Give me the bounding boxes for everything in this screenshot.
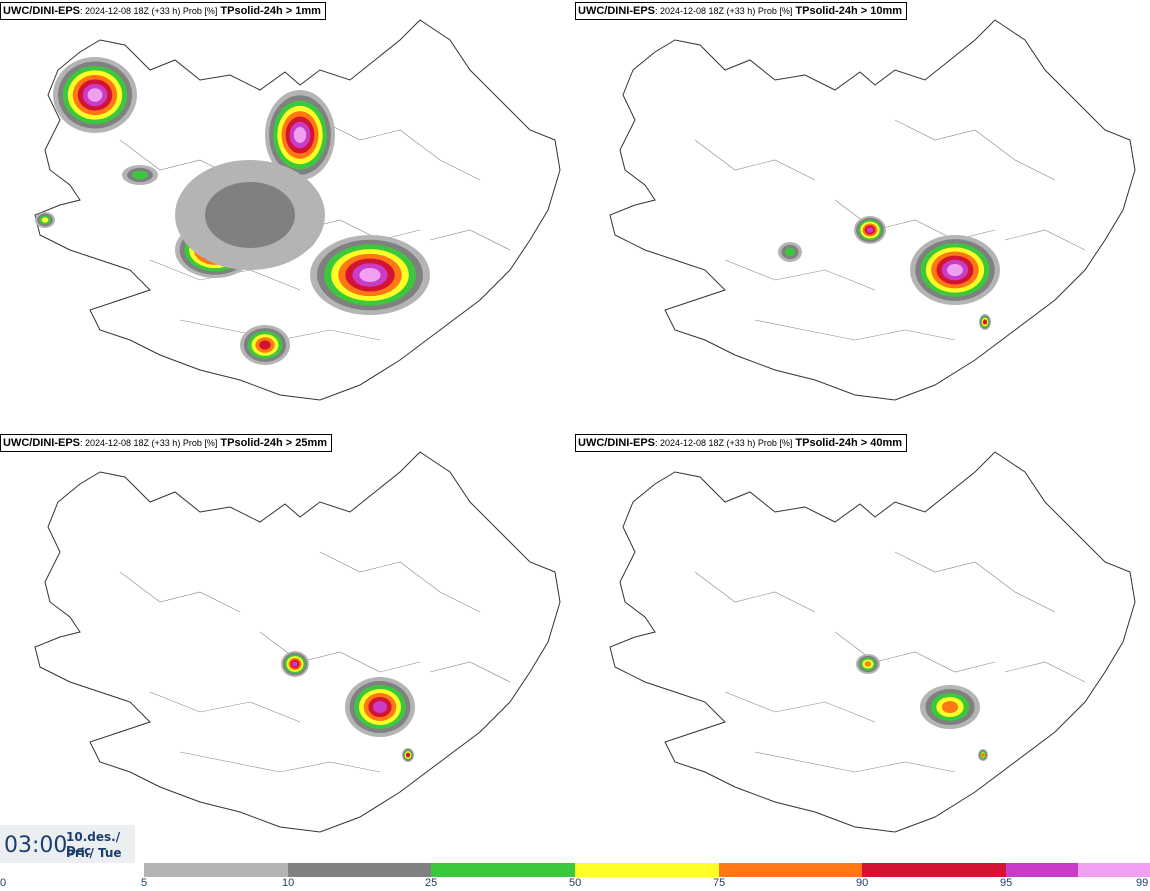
boundary-line — [754, 751, 956, 773]
probability-field-40mm — [856, 654, 988, 761]
valid-time-box: 03:00 10.des./ Dec Þri./ Tue — [0, 825, 135, 863]
probability-contour — [784, 247, 796, 257]
run-info: : 2024-12-08 18Z (+33 h) Prob [%] — [80, 6, 218, 16]
probability-field-10mm — [778, 216, 1000, 330]
probability-contour — [41, 217, 49, 223]
boundary-line — [754, 319, 956, 341]
panel-title: UWC/DINI-EPS: 2024-12-08 18Z (+33 h) Pro… — [575, 434, 908, 452]
map-panel-25mm: UWC/DINI-EPS: 2024-12-08 18Z (+33 h) Pro… — [0, 432, 575, 862]
boundary-line — [319, 551, 481, 613]
legend-bin-4 — [719, 863, 862, 877]
legend-tick: 0 — [0, 877, 7, 889]
boundary-line — [894, 119, 1056, 181]
map-panel-40mm: UWC/DINI-EPS: 2024-12-08 18Z (+33 h) Pro… — [575, 432, 1150, 862]
iceland-outline — [609, 19, 1136, 401]
map-10mm — [609, 19, 1136, 401]
variable-threshold: TPsolid-24h > 1mm — [220, 5, 321, 17]
legend-tick: 99 — [1136, 877, 1149, 889]
boundary-line — [119, 571, 241, 613]
boundary-line — [1004, 229, 1086, 251]
legend-bin-0 — [144, 863, 288, 877]
probability-contour — [292, 661, 298, 667]
boundary-line — [179, 751, 381, 773]
probability-contour — [87, 88, 103, 102]
boundary-line — [834, 631, 996, 673]
valid-date-line1: 10.des./ Dec — [66, 830, 121, 858]
boundary-line — [894, 551, 1056, 613]
iceland-outline — [34, 451, 561, 833]
boundary-line — [694, 571, 816, 613]
variable-threshold: TPsolid-24h > 10mm — [795, 5, 903, 17]
probability-contour — [947, 263, 963, 277]
probability-contour — [983, 320, 987, 324]
boundary-line — [724, 259, 876, 291]
map-25mm — [34, 451, 561, 833]
legend-bin-7 — [1078, 863, 1150, 877]
variable-threshold: TPsolid-24h > 25mm — [220, 437, 328, 449]
model-name: UWC/DINI-EPS — [578, 5, 655, 17]
legend-tick: 5 — [141, 877, 148, 889]
boundary-line — [1004, 661, 1086, 683]
boundary-line — [429, 229, 511, 251]
probability-contour — [406, 753, 410, 757]
probability-contour — [981, 753, 985, 757]
iceland-outline — [609, 451, 1136, 833]
valid-date-line2: Þri./ Tue — [66, 846, 122, 860]
boundary-line — [429, 661, 511, 683]
probability-contour — [293, 127, 307, 143]
legend-bin-1 — [288, 863, 431, 877]
probability-field-25mm — [281, 651, 415, 762]
legend-bin-5 — [862, 863, 1006, 877]
model-name: UWC/DINI-EPS — [578, 437, 655, 449]
probability-contour — [866, 227, 874, 233]
legend-tick: 10 — [282, 877, 295, 889]
legend-tick: 90 — [856, 877, 869, 889]
panel-title: UWC/DINI-EPS: 2024-12-08 18Z (+33 h) Pro… — [575, 2, 908, 20]
run-info: : 2024-12-08 18Z (+33 h) Prob [%] — [655, 438, 793, 448]
probability-field-1mm — [35, 57, 430, 365]
boundary-line — [149, 691, 301, 723]
probability-contour — [132, 170, 148, 180]
map-panel-1mm: UWC/DINI-EPS: 2024-12-08 18Z (+33 h) Pro… — [0, 0, 575, 430]
coastline — [34, 19, 561, 401]
boundary-line — [724, 691, 876, 723]
run-info: : 2024-12-08 18Z (+33 h) Prob [%] — [655, 6, 793, 16]
legend-tick: 25 — [425, 877, 438, 889]
legend-bin-6 — [1006, 863, 1078, 877]
legend-bin-3 — [575, 863, 719, 877]
coastline — [34, 451, 561, 833]
probability-contour — [864, 661, 872, 667]
panel-title: UWC/DINI-EPS: 2024-12-08 18Z (+33 h) Pro… — [0, 2, 326, 20]
probability-contour — [941, 701, 959, 713]
probability-contour — [359, 267, 381, 283]
legend-tick: 75 — [713, 877, 726, 889]
color-legend: 0 5 10 25 50 75 90 95 99 — [0, 858, 1150, 891]
probability-contour — [205, 182, 295, 248]
model-name: UWC/DINI-EPS — [3, 437, 80, 449]
coastline — [609, 451, 1136, 833]
legend-bin-2 — [431, 863, 575, 877]
boundary-line — [259, 631, 421, 673]
boundary-line — [319, 119, 481, 181]
valid-time-clock: 03:00 — [4, 833, 68, 858]
map-40mm — [609, 451, 1136, 833]
panel-title: UWC/DINI-EPS: 2024-12-08 18Z (+33 h) Pro… — [0, 434, 333, 452]
legend-tick: 95 — [1000, 877, 1013, 889]
boundary-line — [694, 139, 816, 181]
run-info: : 2024-12-08 18Z (+33 h) Prob [%] — [80, 438, 218, 448]
map-1mm — [34, 19, 561, 401]
legend-tick: 50 — [569, 877, 582, 889]
coastline — [609, 19, 1136, 401]
probability-contour — [259, 340, 271, 350]
model-name: UWC/DINI-EPS — [3, 5, 80, 17]
probability-contour — [373, 701, 387, 713]
map-panel-10mm: UWC/DINI-EPS: 2024-12-08 18Z (+33 h) Pro… — [575, 0, 1150, 430]
variable-threshold: TPsolid-24h > 40mm — [795, 437, 903, 449]
